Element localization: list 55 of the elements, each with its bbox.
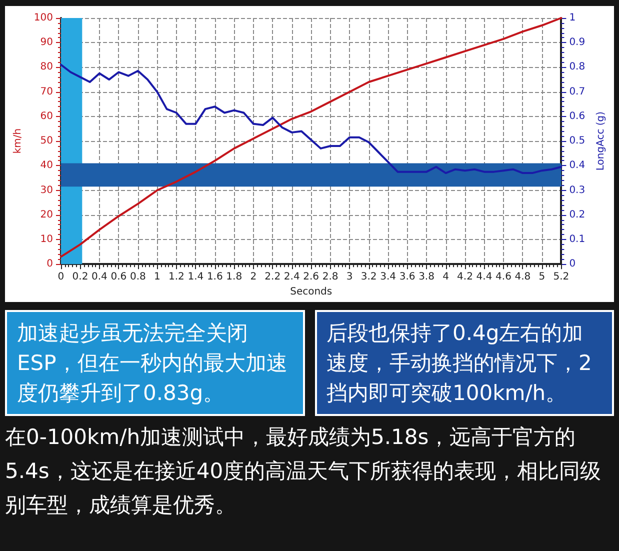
x-tick-label: 1.4 bbox=[188, 272, 204, 283]
y-axis-title: km/h bbox=[12, 128, 24, 154]
x-tick-label: 5.2 bbox=[553, 272, 570, 283]
x-tick-label: 3 bbox=[346, 272, 353, 283]
x-tick-label: 2.4 bbox=[284, 272, 300, 283]
y-tick-label: 50 bbox=[40, 136, 53, 147]
x-tick-label: 3.6 bbox=[399, 272, 416, 283]
x-tick-label: 3.8 bbox=[418, 272, 434, 283]
y2-axis-title: LongAcc (g) bbox=[596, 111, 606, 171]
x-tick-label: 0 bbox=[58, 272, 64, 283]
x-tick-label: 1.8 bbox=[226, 272, 242, 283]
x-tick-label: 1.2 bbox=[168, 272, 184, 283]
x-tick-label: 1.6 bbox=[206, 272, 223, 283]
x-tick-label: 4 bbox=[442, 272, 449, 283]
x-tick-label: 2.2 bbox=[264, 272, 281, 283]
y-tick-label: 10 bbox=[40, 234, 53, 245]
x-tick-label: 3.2 bbox=[360, 272, 377, 283]
x-tick-label: 4.8 bbox=[514, 272, 531, 283]
y2-tick-label: 1 bbox=[569, 12, 576, 24]
x-tick-label: 4.4 bbox=[476, 272, 492, 283]
x-tick-label: 2 bbox=[250, 272, 257, 283]
text: 在0-100km/h加速测试中，最好成绩为5.18s，远高于官方的5.4s，这还是在接近40度的高温天气下所获得的表现，相比同级别车型，成绩算是优秀。 bbox=[5, 424, 602, 519]
y2-tick-label: 0.7 bbox=[569, 86, 586, 98]
y2-tick-label: 0.3 bbox=[569, 184, 586, 196]
y2-tick-label: 0.5 bbox=[569, 136, 586, 147]
x-tick-label: 2.8 bbox=[322, 272, 338, 283]
x-tick-label: 3.4 bbox=[380, 272, 396, 283]
x-tick-label: 0.4 bbox=[92, 272, 108, 283]
x-axis-title: Seconds bbox=[290, 286, 332, 298]
y-tick-label: 40 bbox=[40, 160, 53, 172]
y-tick-label: 20 bbox=[40, 209, 53, 220]
y-tick-label: 70 bbox=[40, 86, 53, 98]
text: 加速起步虽无法完全关闭ESP，但在一秒内的最大加速度仍攀升到了0.83g。 bbox=[5, 310, 304, 416]
y2-tick-label: 0.8 bbox=[569, 62, 586, 73]
x-tick-label: 5 bbox=[538, 272, 546, 283]
text: 后段也保持了0.4g左右的加速度，手动换挡的情况下，2挡内即可突破100km/h。 bbox=[314, 310, 614, 416]
x-tick-label: 0.2 bbox=[72, 272, 88, 283]
x-tick-label: 4.2 bbox=[457, 272, 473, 283]
y2-tick-label: 0.4 bbox=[569, 160, 586, 172]
y-tick-label: 100 bbox=[34, 12, 53, 24]
y2-tick-label: 0.9 bbox=[569, 37, 586, 48]
y-tick-label: 30 bbox=[40, 184, 53, 196]
y2-tick-label: 0.2 bbox=[569, 209, 586, 220]
x-tick-label: 2.6 bbox=[303, 272, 320, 283]
y-tick-label: 0 bbox=[46, 258, 53, 270]
x-tick-label: 4.6 bbox=[496, 272, 512, 283]
y2-tick-label: 0.6 bbox=[569, 110, 586, 122]
x-tick-label: 1 bbox=[154, 272, 160, 283]
y-tick-label: 80 bbox=[40, 62, 53, 73]
y2-tick-label: 0.1 bbox=[569, 234, 586, 245]
y-tick-label: 60 bbox=[40, 110, 53, 122]
y2-tick-label: 0 bbox=[569, 258, 576, 270]
y-tick-label: 90 bbox=[40, 37, 53, 48]
x-tick-label: 0.6 bbox=[110, 272, 127, 283]
x-tick-label: 0.8 bbox=[130, 272, 146, 283]
